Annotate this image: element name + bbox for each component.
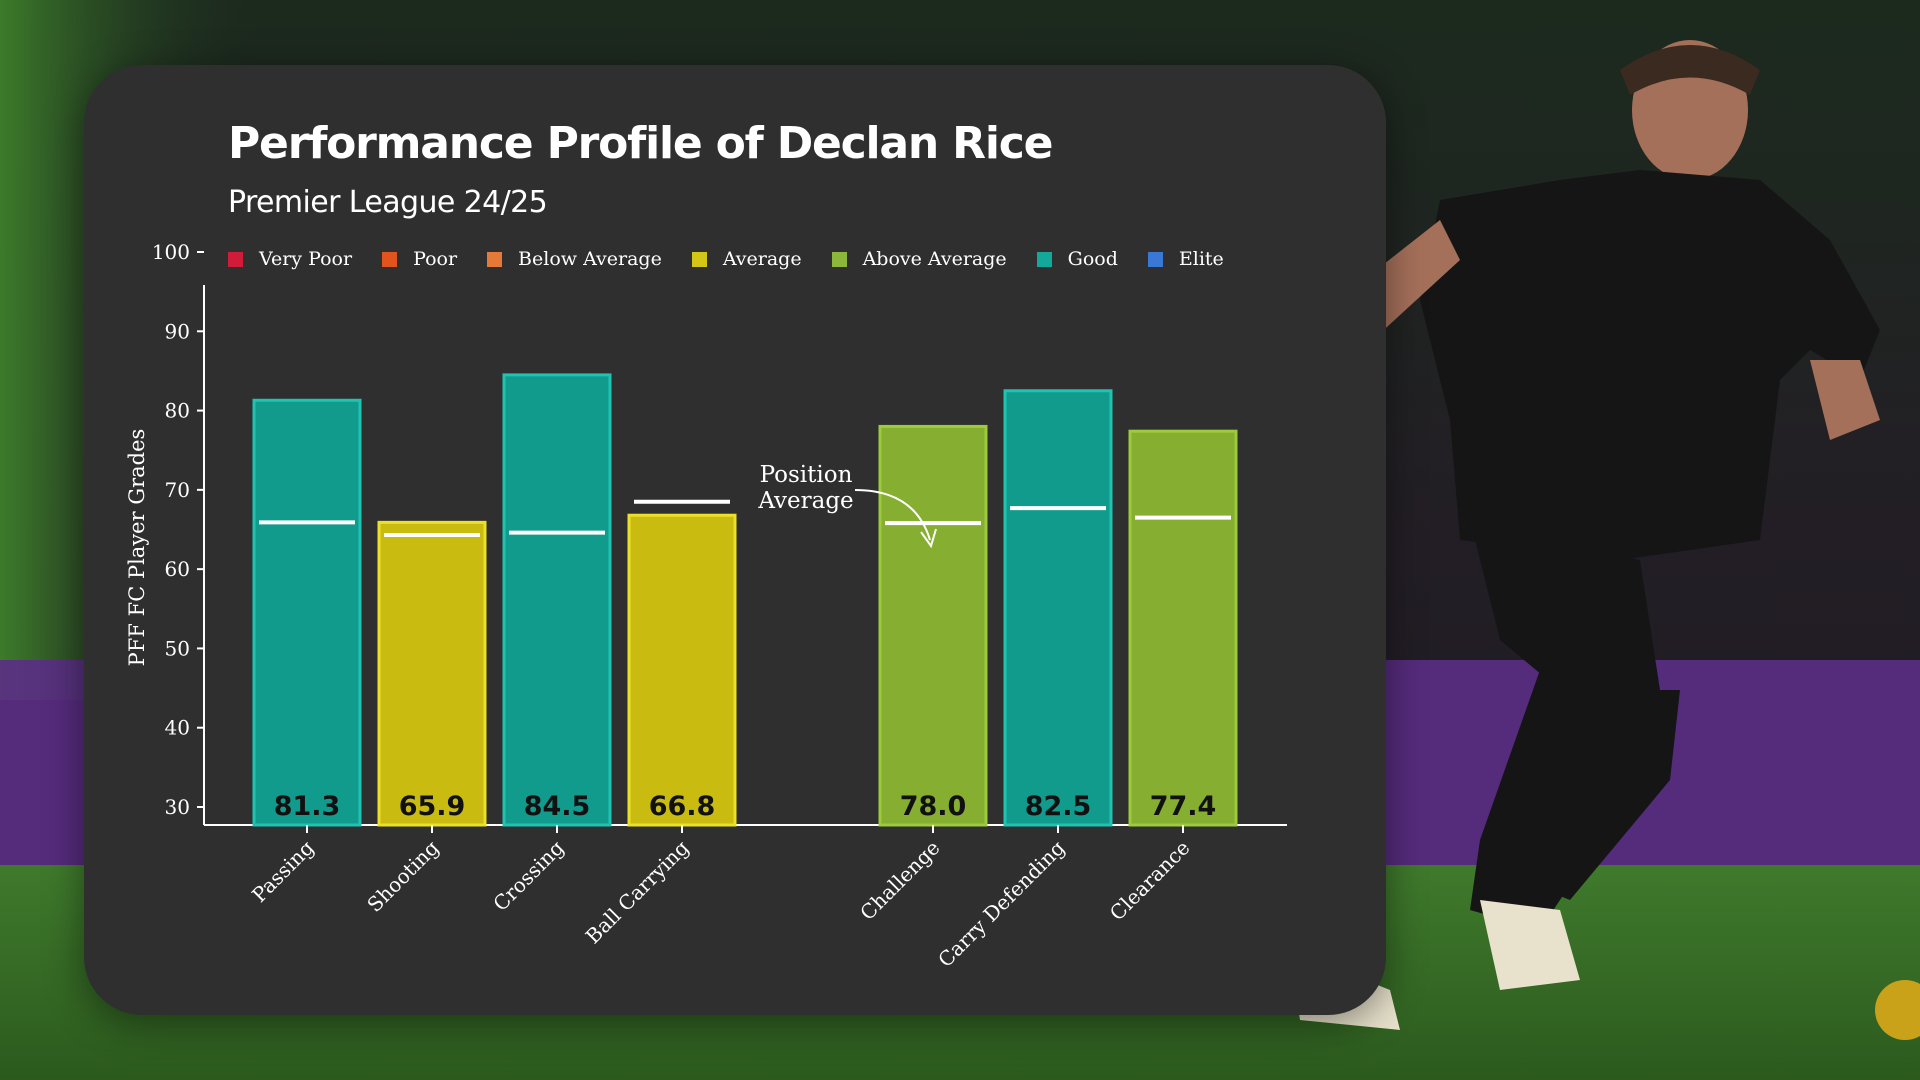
bar bbox=[627, 513, 737, 827]
x-tick-label: Crossing bbox=[488, 835, 568, 915]
legend-swatch bbox=[487, 251, 503, 267]
legend-swatch bbox=[228, 251, 243, 267]
y-tick-label: 80 bbox=[165, 399, 190, 423]
bar-value-label: 66.8 bbox=[649, 791, 716, 822]
y-tick-label: 50 bbox=[165, 636, 190, 660]
legend-label: Average bbox=[722, 248, 802, 270]
legend-swatch bbox=[831, 251, 847, 267]
legend-swatch bbox=[1147, 251, 1163, 267]
legend-label: Poor bbox=[413, 248, 458, 270]
y-tick-label: 100 bbox=[152, 240, 190, 264]
legend-label: Very Poor bbox=[259, 248, 353, 270]
x-tick-label: Challenge bbox=[855, 836, 944, 925]
bar-value-label: 78.0 bbox=[900, 791, 967, 822]
legend-item: Good bbox=[1036, 248, 1118, 270]
annotation-arrowhead bbox=[920, 528, 937, 549]
legend-swatch bbox=[691, 251, 707, 267]
bar-value-label: 77.4 bbox=[1150, 791, 1217, 822]
annotation-text: Average bbox=[757, 488, 853, 514]
annotation-arrow bbox=[854, 489, 931, 541]
x-tick-label: Clearance bbox=[1105, 836, 1195, 926]
legend-item: Average bbox=[691, 248, 802, 270]
x-tick-label: Carry Defending bbox=[933, 835, 1070, 972]
legend-label: Good bbox=[1067, 248, 1118, 270]
legend-label: Below Average bbox=[518, 248, 662, 270]
bar bbox=[502, 373, 612, 827]
y-tick-label: 90 bbox=[165, 319, 190, 343]
legend-label: Elite bbox=[1178, 248, 1224, 270]
bar-value-label: 82.5 bbox=[1025, 791, 1092, 822]
legend-item: Elite bbox=[1147, 248, 1224, 270]
chart-title: Performance Profile of Declan Rice bbox=[228, 118, 1053, 169]
legend-label: Above Average bbox=[862, 248, 1007, 270]
chart-legend: Very Poor Poor Below Average Average Above A… bbox=[228, 246, 1254, 272]
bar bbox=[878, 424, 988, 827]
legend-item: Very Poor bbox=[228, 248, 352, 270]
legend-item: Poor bbox=[382, 248, 457, 270]
legend-item: Below Average bbox=[487, 248, 662, 270]
chart-subtitle: Premier League 24/25 bbox=[228, 185, 548, 220]
annotation-text: Position bbox=[760, 462, 853, 488]
x-tick-label: Passing bbox=[247, 835, 319, 907]
bar bbox=[252, 398, 362, 827]
bar-value-label: 81.3 bbox=[274, 791, 341, 822]
bar-value-label: 84.5 bbox=[524, 791, 591, 822]
y-axis-label: PFF FC Player Grades bbox=[125, 429, 149, 667]
bar bbox=[1003, 389, 1113, 827]
x-tick-label: Shooting bbox=[362, 835, 443, 916]
y-tick-label: 40 bbox=[165, 716, 190, 740]
y-tick-label: 60 bbox=[165, 557, 190, 581]
y-tick-label: 30 bbox=[165, 795, 190, 819]
y-tick-label: 70 bbox=[165, 478, 190, 502]
player-silhouette bbox=[1290, 40, 1920, 1040]
legend-item: Above Average bbox=[831, 248, 1007, 270]
legend-swatch bbox=[382, 251, 398, 267]
legend-swatch bbox=[1036, 251, 1052, 267]
bar-value-label: 65.9 bbox=[399, 791, 466, 822]
bar bbox=[1128, 429, 1238, 827]
x-tick-label: Ball Carrying bbox=[581, 835, 694, 948]
bar bbox=[377, 520, 487, 827]
